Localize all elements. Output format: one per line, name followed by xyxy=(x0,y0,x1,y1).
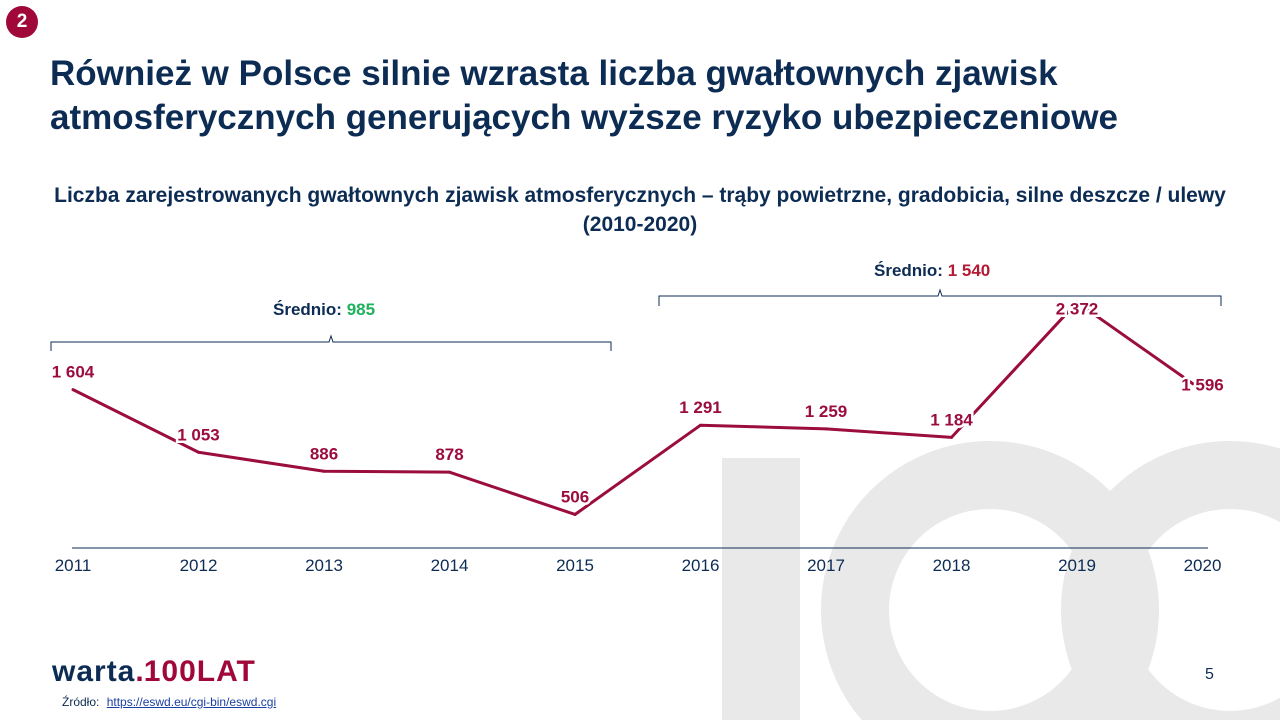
slide-title: Również w Polsce silnie wzrasta liczba g… xyxy=(50,52,1250,140)
bracket-2016-2020 xyxy=(658,288,1222,306)
chart-title: Liczba zarejestrowanych gwałtownych zjaw… xyxy=(54,184,1226,236)
slide-title-line-1: Również w Polsce silnie wzrasta liczba g… xyxy=(50,54,1058,93)
average-2011-2015: Średnio: 985 xyxy=(273,300,375,320)
data-label-2016: 1 291 xyxy=(679,398,722,417)
slide-title-line-2: atmosferycznych generujących wyższe ryzy… xyxy=(50,98,1118,137)
data-point-2012 xyxy=(197,450,200,454)
data-point-2015 xyxy=(573,512,577,516)
data-point-2018 xyxy=(950,435,953,439)
series-layer: 1 604 2011 1 053 2012 886 2013 878 2014 506 2015 1… xyxy=(49,297,1226,575)
x-tick-label-2011: 2011 xyxy=(55,556,92,575)
data-point-2014 xyxy=(448,470,451,474)
warta-100-lat-logo: warta . 100LAT xyxy=(52,652,256,692)
average-value: 985 xyxy=(346,300,376,319)
source-link[interactable]: https://eswd.eu/cgi-bin/eswd.cgi xyxy=(106,695,277,709)
x-tick-label-2015: 2015 xyxy=(556,556,594,575)
slide-section-badge: 2 xyxy=(6,6,38,38)
logo-dot: . xyxy=(135,655,144,688)
logo-warta-text: warta xyxy=(52,655,136,688)
x-tick-label-2012: 2012 xyxy=(180,556,218,575)
data-point-2011 xyxy=(71,388,75,392)
x-tick-label-2014: 2014 xyxy=(431,556,469,575)
source-note: Źródło: https://eswd.eu/cgi-bin/eswd.cgi xyxy=(62,695,276,709)
data-point-2019 xyxy=(1075,300,1079,304)
average-label: Średnio: xyxy=(273,300,342,319)
x-tick-label-2017: 2017 xyxy=(807,556,845,575)
data-label-2015: 506 xyxy=(561,487,589,506)
x-tick-label-2013: 2013 xyxy=(305,556,343,575)
x-tick-label-2019: 2019 xyxy=(1058,556,1096,575)
x-tick-label-2020: 2020 xyxy=(1184,556,1222,575)
bracket-2011-2015 xyxy=(50,334,612,351)
data-point-2020 xyxy=(1201,389,1204,393)
data-label-2017: 1 259 xyxy=(805,402,848,421)
average-2016-2020: Średnio: 1 540 xyxy=(874,261,990,281)
data-label-2020: 1 596 xyxy=(1181,376,1224,395)
data-label-2018: 1 184 xyxy=(930,410,973,429)
average-value: 1 540 xyxy=(947,261,991,280)
logo-100lat-text: 100LAT xyxy=(143,655,256,688)
x-tick-label-2018: 2018 xyxy=(933,556,971,575)
data-label-2012: 1 053 xyxy=(177,425,220,444)
series-line xyxy=(72,300,1204,516)
data-point-2016 xyxy=(699,423,702,427)
data-label-2011: 1 604 xyxy=(52,363,95,382)
x-tick-label-2016: 2016 xyxy=(682,556,720,575)
data-label-2014: 878 xyxy=(435,445,463,464)
source-label: Źródło: xyxy=(62,695,100,709)
average-label: Średnio: xyxy=(874,261,943,280)
data-label-2019: 2 372 xyxy=(1056,299,1099,318)
data-point-2017 xyxy=(824,427,828,431)
data-label-2013: 886 xyxy=(310,444,338,463)
page-number: 5 xyxy=(1205,666,1214,683)
data-point-2013 xyxy=(322,469,326,473)
